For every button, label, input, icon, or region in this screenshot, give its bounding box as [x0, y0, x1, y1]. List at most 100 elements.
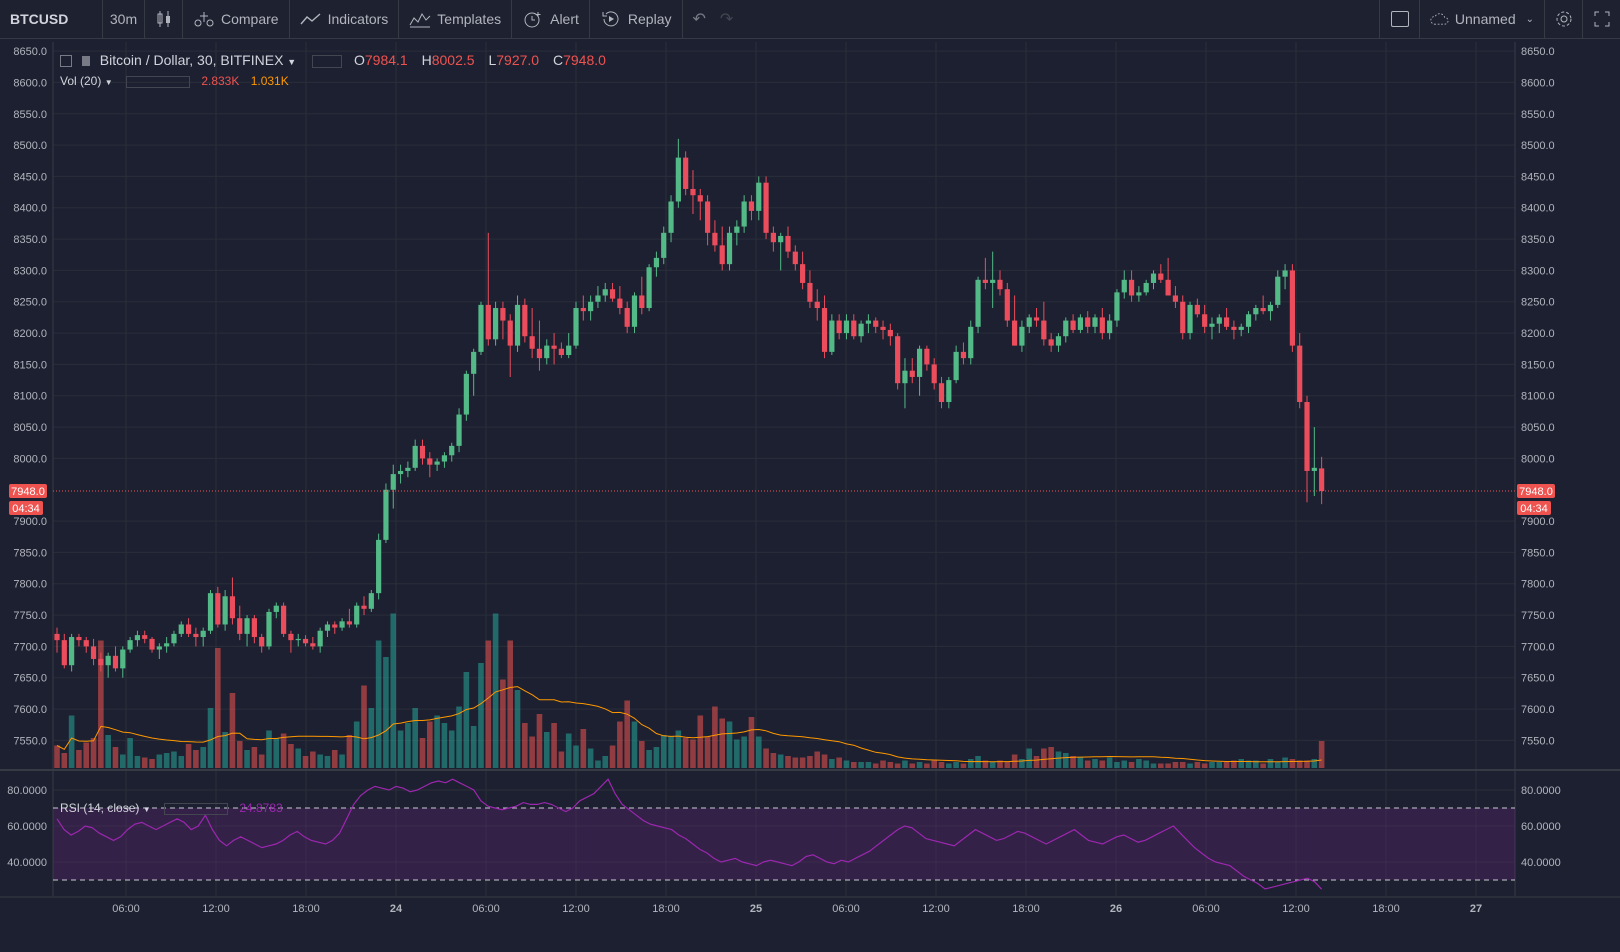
candle-body: [1282, 270, 1288, 277]
symbol-search-button[interactable]: BTCUSD: [0, 0, 103, 39]
replay-button[interactable]: Replay: [590, 0, 683, 39]
symbol-title[interactable]: Bitcoin / Dollar, 30, BITFINEX: [99, 52, 284, 68]
candle-body: [741, 201, 747, 227]
rsi-tick-label: 40.0000: [7, 857, 47, 869]
candle: [631, 292, 638, 334]
candle: [909, 358, 915, 384]
legend-tools-icon[interactable]: [312, 54, 343, 68]
candle-body: [456, 414, 462, 446]
redo-icon[interactable]: ↷: [719, 11, 734, 28]
volume-bar: [543, 732, 550, 768]
candle: [390, 464, 396, 509]
volume-bar: [1231, 760, 1237, 768]
volume-bar: [171, 751, 177, 768]
candle-body: [76, 637, 82, 641]
volume-bar: [295, 748, 302, 768]
candle-body: [1143, 282, 1149, 293]
rsi-tools-icon[interactable]: [163, 802, 228, 815]
candle-body: [368, 593, 374, 609]
time-tick-label: 06:00: [472, 903, 500, 915]
price-axis-left[interactable]: 8650.0 8600.0 8550.0 8500.0 8450.0 8400.0 8350…: [13, 46, 47, 747]
candle: [1004, 282, 1010, 327]
close-value: 7948.0: [563, 52, 606, 68]
alert-button[interactable]: Alert: [512, 0, 590, 39]
undo-icon[interactable]: ↶: [692, 11, 706, 28]
volume-title[interactable]: Vol (20): [60, 74, 102, 88]
volume-bar: [1099, 760, 1106, 768]
time-axis[interactable]: 06:00 12:00 18:00 24 06:00 12:00 18:00 25 06:00 1…: [112, 903, 1482, 915]
compare-icon: [194, 12, 214, 27]
chart-background: [0, 39, 1620, 952]
volume-bar: [1158, 763, 1164, 768]
chevron-down-icon[interactable]: ▼: [142, 805, 151, 814]
candle-body: [281, 605, 287, 634]
volume-bar: [916, 762, 923, 768]
fullscreen-layout-button[interactable]: [1379, 0, 1419, 39]
time-tick-label: 12:00: [922, 903, 950, 915]
candle-body: [960, 351, 967, 359]
volume-bar: [149, 759, 155, 768]
candle: [251, 615, 257, 644]
volume-legend: Vol (20) ▼ 2.833K 1.031K: [60, 74, 289, 88]
candle-body: [697, 195, 703, 202]
candle-body: [1231, 326, 1237, 330]
candle: [653, 251, 660, 277]
candle: [1128, 270, 1135, 302]
candle-body: [237, 618, 243, 634]
candle-body: [829, 320, 835, 352]
candle-body: [544, 345, 550, 359]
volume-bar: [492, 613, 499, 768]
volume-tools-icon[interactable]: [125, 75, 190, 88]
templates-label: Templates: [437, 11, 502, 27]
candle-body: [646, 267, 652, 309]
candle: [500, 301, 506, 340]
candle: [90, 638, 97, 666]
volume-bar: [273, 738, 280, 768]
indicators-button[interactable]: Indicators: [290, 0, 400, 39]
candle-body: [580, 308, 586, 312]
candle: [566, 333, 572, 359]
flag-icon[interactable]: [81, 56, 90, 67]
rsi-title[interactable]: RSI (14, close): [60, 801, 140, 815]
candle-body: [726, 232, 733, 265]
candle-body: [887, 329, 893, 337]
price-axis-right[interactable]: 8650.0 8600.0 8550.0 8500.0 8450.0 8400.0 8350…: [1521, 46, 1555, 747]
candle: [770, 226, 776, 252]
volume-bar: [193, 750, 199, 768]
chart-type-button[interactable]: [145, 0, 183, 39]
volume-bar: [200, 747, 206, 768]
fullscreen-button[interactable]: [1582, 0, 1620, 39]
price-tick-label: 7850.0: [1521, 547, 1555, 559]
layout-save-button[interactable]: Unnamed ⌄: [1419, 0, 1544, 39]
collapse-icon[interactable]: [60, 55, 72, 68]
rsi-value: 24.8783: [239, 801, 283, 815]
price-tick-label: 8350.0: [1521, 234, 1555, 246]
candle-body: [332, 624, 338, 628]
volume-bar: [324, 756, 331, 768]
price-tick-label: 7900.0: [13, 516, 47, 528]
volume-bar: [397, 730, 404, 768]
candle-body: [1245, 314, 1252, 327]
volume-bar: [1282, 757, 1288, 768]
volume-bar: [1048, 747, 1054, 768]
candle: [887, 323, 893, 346]
chart-canvas[interactable]: 8650.0 8600.0 8550.0 8500.0 8450.0 8400.0 8350…: [0, 39, 1620, 952]
volume-bar: [68, 715, 75, 768]
volume-bar: [1070, 756, 1076, 768]
candle-body: [405, 467, 411, 471]
chevron-down-icon[interactable]: ▼: [104, 78, 113, 87]
volume-bar: [1143, 760, 1149, 768]
candle-body: [1099, 317, 1105, 334]
compare-button[interactable]: Compare: [183, 0, 290, 39]
price-tick-label: 8100.0: [13, 391, 47, 403]
candle: [361, 596, 367, 616]
rsi-band-fill: [53, 808, 1515, 880]
time-tick-label: 18:00: [652, 903, 680, 915]
candle: [61, 633, 67, 669]
templates-button[interactable]: Templates: [399, 0, 513, 39]
chevron-down-icon[interactable]: ▼: [287, 57, 297, 67]
candle: [617, 286, 623, 315]
interval-button[interactable]: 30m: [103, 0, 145, 39]
settings-button[interactable]: [1544, 0, 1582, 39]
price-tick-label: 8500.0: [1521, 140, 1555, 152]
